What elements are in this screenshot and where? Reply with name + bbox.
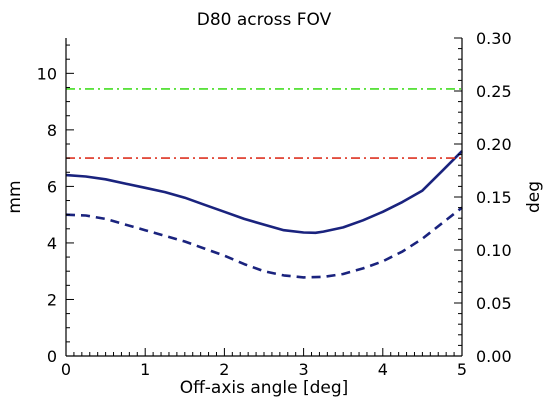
- y-right-ticks: 0.00 0.05 0.10 0.15 0.20 0.25 0.30: [454, 29, 512, 366]
- chart-title: D80 across FOV: [197, 10, 332, 30]
- y-right-tick-label: 0.00: [476, 347, 512, 366]
- y-right-tick-label: 0.25: [476, 82, 512, 101]
- y-left-ticks: 0 2 4 6 8 10: [37, 44, 74, 366]
- y-right-tick-label: 0.20: [476, 135, 512, 154]
- y-left-tick-label: 0: [47, 347, 57, 366]
- x-axis-title: Off-axis angle [deg]: [180, 378, 349, 398]
- y-left-tick-label: 10: [37, 64, 57, 83]
- y-left-tick-label: 2: [47, 290, 57, 309]
- x-tick-label: 5: [457, 360, 467, 379]
- y-right-tick-label: 0.10: [476, 241, 512, 260]
- y-left-tick-label: 6: [47, 177, 57, 196]
- series-line-2: [65, 206, 463, 279]
- x-ticks: 0 1 2 3 4 5: [61, 348, 467, 379]
- y-right-tick-label: 0.30: [476, 29, 512, 48]
- plot-lines: [65, 88, 463, 279]
- x-tick-label: 0: [61, 360, 71, 379]
- x-tick-label: 3: [299, 360, 309, 379]
- y-right-axis-title: deg: [524, 181, 544, 213]
- y-left-axis-title: mm: [5, 180, 25, 213]
- y-right-tick-label: 0.15: [476, 188, 512, 207]
- x-tick-label: 1: [140, 360, 150, 379]
- x-tick-label: 4: [378, 360, 388, 379]
- y-right-tick-label: 0.05: [476, 294, 512, 313]
- x-tick-label: 2: [219, 360, 229, 379]
- y-left-tick-label: 8: [47, 121, 57, 140]
- y-left-tick-label: 4: [47, 234, 57, 253]
- series-line-1: [65, 150, 463, 235]
